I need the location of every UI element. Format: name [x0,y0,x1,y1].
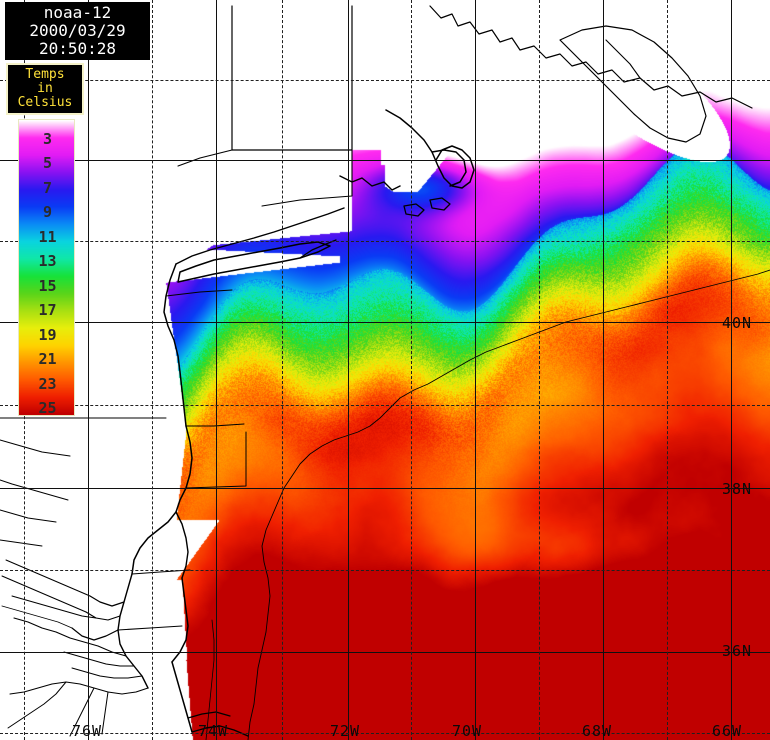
colorbar-gradient [19,120,74,415]
colorbar-tick-9: 9 [42,203,53,222]
legend-caption-line3: Celsius [17,95,73,110]
gridline-parallel [0,652,770,653]
colorbar-tick-7: 7 [42,178,53,197]
longitude-label-72W: 72W [330,722,361,740]
gridline-meridian [348,0,349,740]
temperature-colorbar: 3 5 7 9 11 13 15 17 19 21 23 25 [18,119,75,417]
legend-caption-box: Temps in Celsius [6,63,84,115]
longitude-label-76W: 76W [72,722,103,740]
gridline-meridian [731,0,732,740]
satellite-name: noaa-12 [43,3,112,22]
gridline-parallel [0,160,770,161]
gridline-meridian-minor [152,0,153,740]
acquisition-date: 2000/03/29 [29,21,126,40]
header-info-box: noaa-12 2000/03/29 20:50:28 [5,2,150,60]
gridline-parallel [0,488,770,489]
gridline-meridian-minor [667,0,668,740]
longitude-label-70W: 70W [452,722,483,740]
longitude-label-68W: 68W [582,722,613,740]
gridline-meridian-minor [282,0,283,740]
colorbar-tick-15: 15 [38,276,57,295]
colorbar-tick-19: 19 [38,325,57,344]
colorbar-tick-5: 5 [42,154,53,173]
gridline-meridian [475,0,476,740]
colorbar-tick-13: 13 [38,252,57,271]
colorbar-tick-3: 3 [42,130,53,148]
colorbar-tick-23: 23 [38,374,57,393]
longitude-label-74W: 74W [198,722,229,740]
latitude-label-40N: 40N [722,314,753,332]
latitude-label-36N: 36N [722,642,753,660]
legend-caption-line1: Temps [25,67,65,82]
colorbar-tick-25: 25 [38,399,57,417]
gridline-parallel [0,322,770,323]
latitude-label-38N: 38N [722,480,753,498]
gridline-meridian [88,0,89,740]
colorbar-tick-11: 11 [38,227,57,246]
longitude-label-66W: 66W [712,722,743,740]
gridline-parallel-minor [0,80,770,81]
gridline-parallel-minor [0,570,770,571]
gridline-meridian-minor [539,0,540,740]
acquisition-time: 20:50:28 [38,39,117,58]
colorbar-tick-17: 17 [38,301,57,320]
gridline-meridian [603,0,604,740]
legend-caption-line2: in [37,81,53,96]
gridline-parallel-minor [0,241,770,242]
gridline-parallel-minor [0,733,770,734]
gridline-meridian-minor [411,0,412,740]
colorbar-tick-21: 21 [38,350,57,369]
gridline-parallel-minor [0,405,770,406]
gridline-meridian [216,0,217,740]
